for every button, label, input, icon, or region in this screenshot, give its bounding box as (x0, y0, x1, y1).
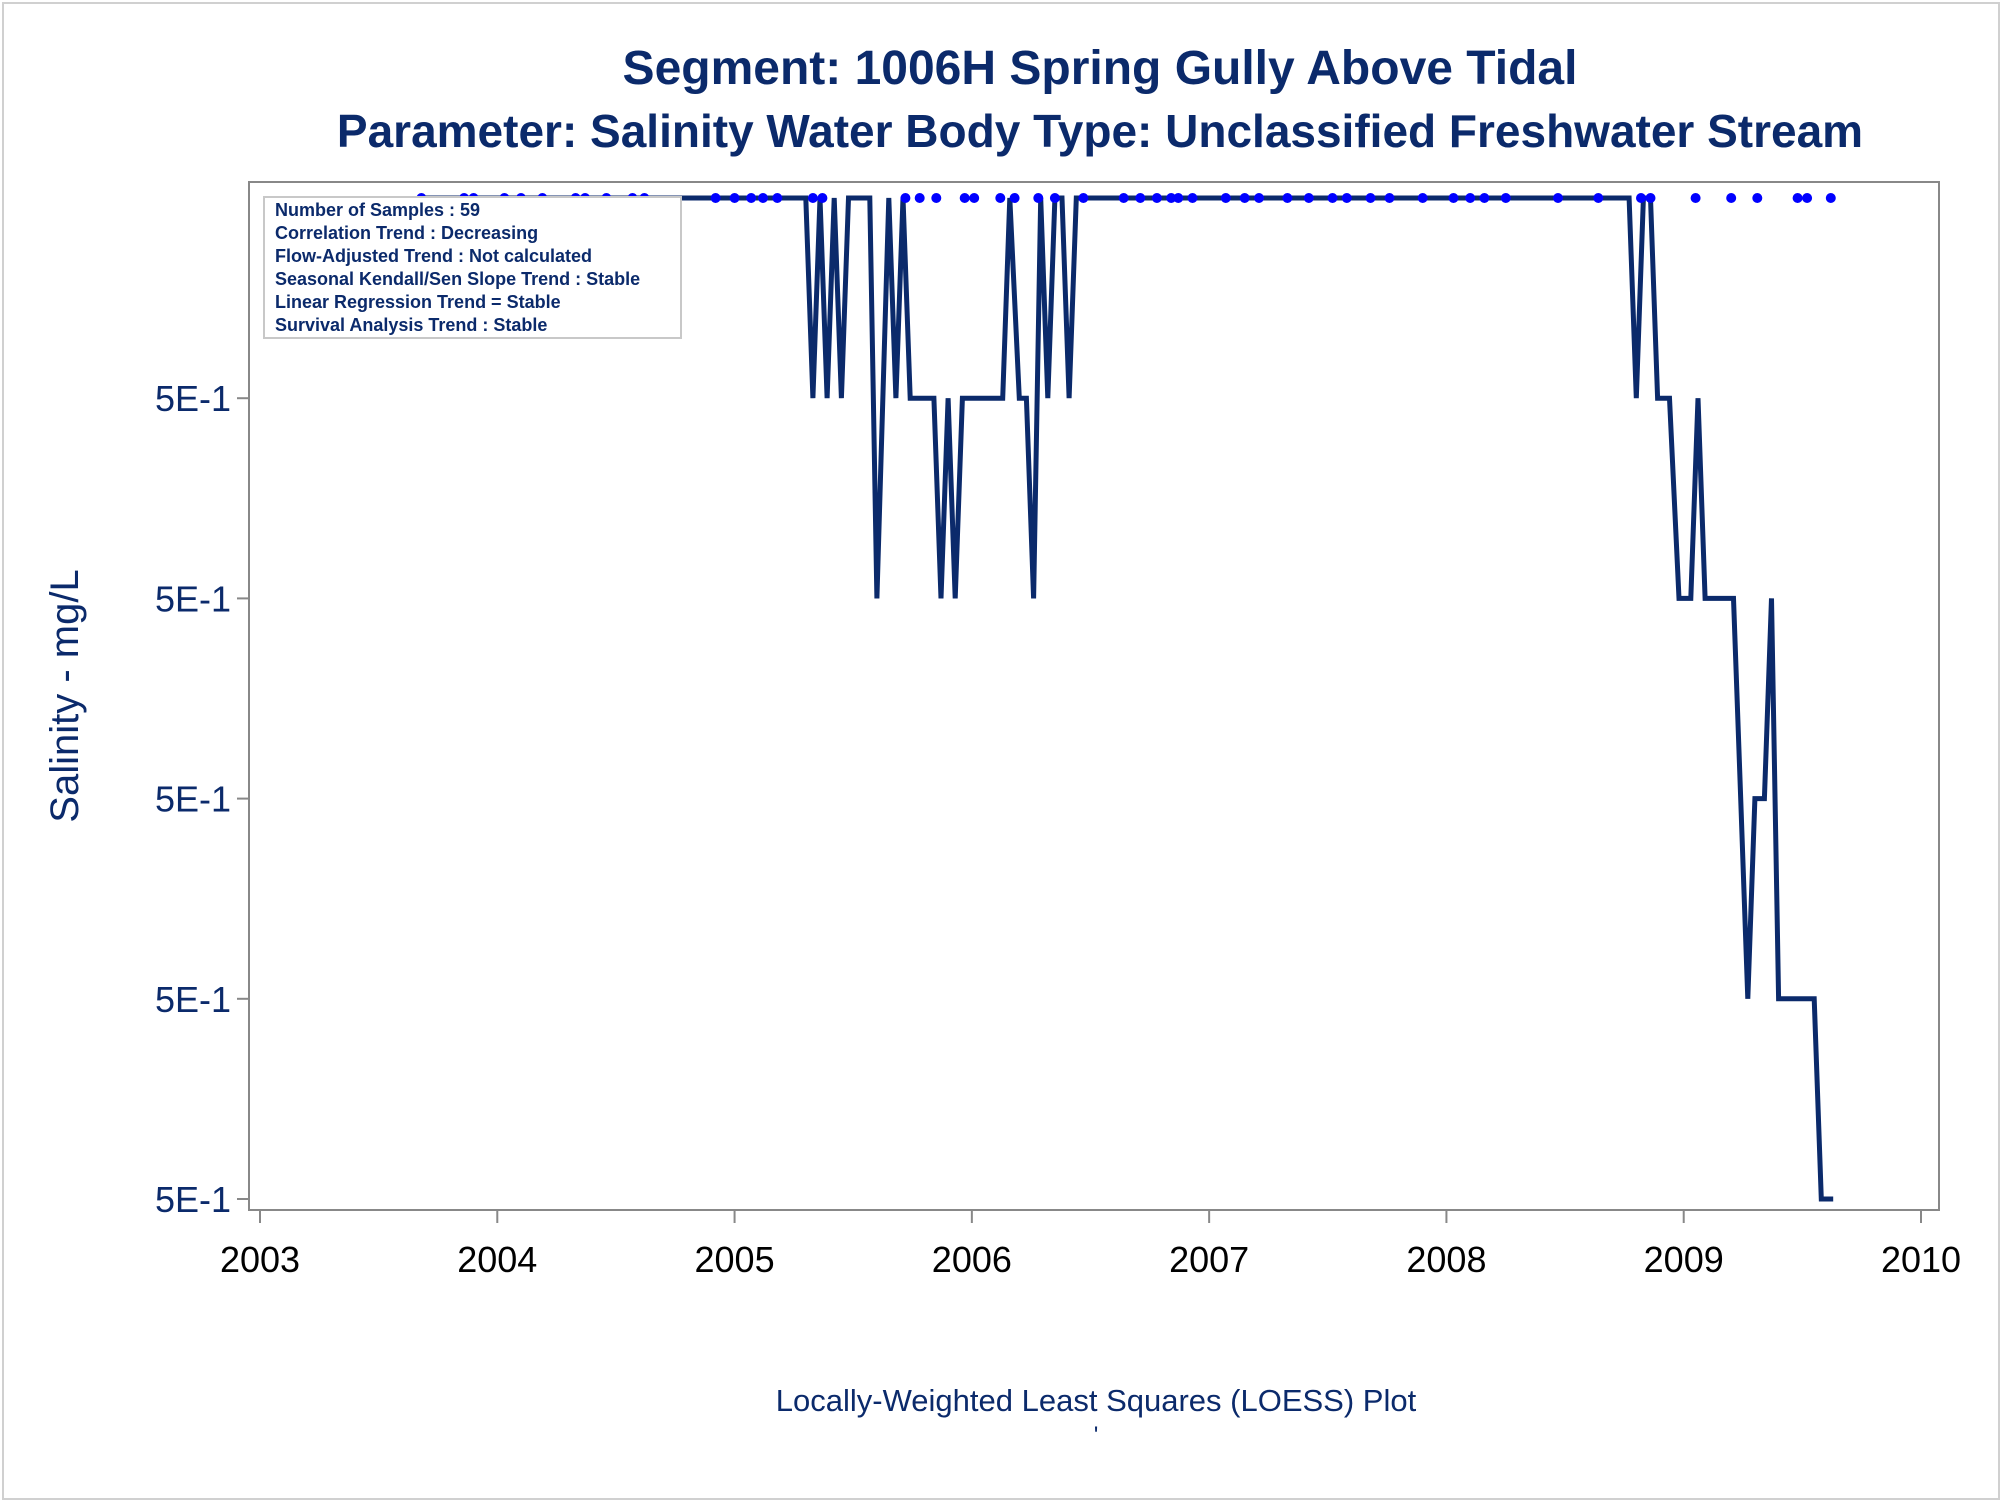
sample-point (772, 193, 783, 203)
sample-point (1448, 193, 1459, 203)
sample-point (1254, 193, 1264, 203)
sample-point (1792, 193, 1803, 203)
x-tick-label: 2004 (457, 1239, 537, 1280)
sample-point (710, 193, 721, 203)
sample-point (1078, 193, 1089, 203)
x-tick-label: 2007 (1169, 1239, 1249, 1280)
stats-legend-box (263, 196, 682, 339)
sample-point (1303, 193, 1314, 203)
stats-line: Flow-Adjusted Trend : Not calculated (275, 246, 592, 266)
x-tick-label: 2005 (695, 1239, 775, 1280)
sample-point (914, 193, 925, 203)
y-axis: 5E-1 5E-1 5E-1 5E-1 5E-1 (155, 378, 249, 1220)
sample-point (931, 193, 942, 203)
sample-point (1726, 193, 1737, 203)
sample-point (900, 193, 911, 203)
y-tick-label: 5E-1 (155, 578, 231, 619)
x-tick-label: 2003 (220, 1239, 300, 1280)
y-tick-label: 5E-1 (155, 979, 231, 1020)
stats-legend: Number of Samples : 59 Correlation Trend … (263, 196, 682, 339)
stats-line: Survival Analysis Trend : Stable (275, 315, 547, 335)
sample-point (1135, 193, 1146, 203)
plot-area (248, 181, 1940, 1211)
x-tick-label: 2009 (1644, 1239, 1724, 1280)
sample-point (1009, 193, 1020, 203)
y-tick-label: 5E-1 (155, 779, 231, 820)
x-tick-label: 2006 (932, 1239, 1012, 1280)
sample-point (1327, 193, 1338, 203)
sample-point (1365, 193, 1376, 203)
sample-point (1690, 193, 1701, 203)
x-axis: 2003 2004 2005 2006 2007 2008 2009 2010 (220, 1210, 1961, 1280)
stats-line: Seasonal Kendall/Sen Slope Trend : Stabl… (275, 269, 640, 289)
sample-point (817, 193, 828, 203)
stats-line: Correlation Trend : Decreasing (275, 223, 538, 243)
x-tick-label: 2010 (1881, 1239, 1961, 1280)
sample-point (1049, 193, 1060, 203)
sample-point (1645, 193, 1656, 203)
sample-point (1173, 193, 1184, 203)
sample-point (969, 193, 980, 203)
loess-line (421, 195, 1834, 1202)
y-axis-label: Salinity - mg/L (43, 569, 87, 822)
sample-point (995, 193, 1006, 203)
sample-point (729, 193, 740, 203)
chart-subtitle: Parameter: Salinity Water Body Type: Unc… (337, 105, 1863, 157)
sample-point (1593, 193, 1604, 203)
sample-point (1384, 193, 1395, 203)
sample-point (1239, 193, 1250, 203)
sample-point (1033, 193, 1044, 203)
sample-point (1417, 193, 1428, 203)
y-tick-label: 5E-1 (155, 378, 231, 419)
sample-point (1752, 193, 1763, 203)
sample-point (1636, 193, 1646, 203)
sample-point (1479, 193, 1490, 203)
x-tick-label: 2008 (1406, 1239, 1486, 1280)
sample-point (1118, 193, 1129, 203)
sample-point (1220, 193, 1231, 203)
sample-point (746, 193, 757, 203)
sample-point (1553, 193, 1563, 203)
sample-point (959, 193, 970, 203)
y-tick-label: 5E-1 (155, 1179, 231, 1220)
stats-line: Number of Samples : 59 (275, 200, 480, 220)
footnote-mark: ' (1094, 1422, 1099, 1449)
sample-point (1465, 193, 1476, 203)
sample-points-layer (416, 193, 1836, 203)
sample-point (1802, 193, 1813, 203)
sample-point (1341, 193, 1352, 203)
footnote: Locally-Weighted Least Squares (LOESS) P… (776, 1383, 1417, 1418)
sample-point (1166, 193, 1177, 203)
sample-point (1151, 193, 1162, 203)
sample-point (1500, 193, 1511, 203)
sample-point (1282, 193, 1293, 203)
sample-point (1825, 193, 1836, 203)
stats-line: Linear Regression Trend = Stable (275, 292, 561, 312)
chart-title: Segment: 1006H Spring Gully Above Tidal (623, 42, 1578, 95)
sample-point (758, 193, 768, 203)
sample-point (807, 193, 818, 203)
loess-line-layer (421, 195, 1834, 1202)
sample-point (1187, 193, 1198, 203)
